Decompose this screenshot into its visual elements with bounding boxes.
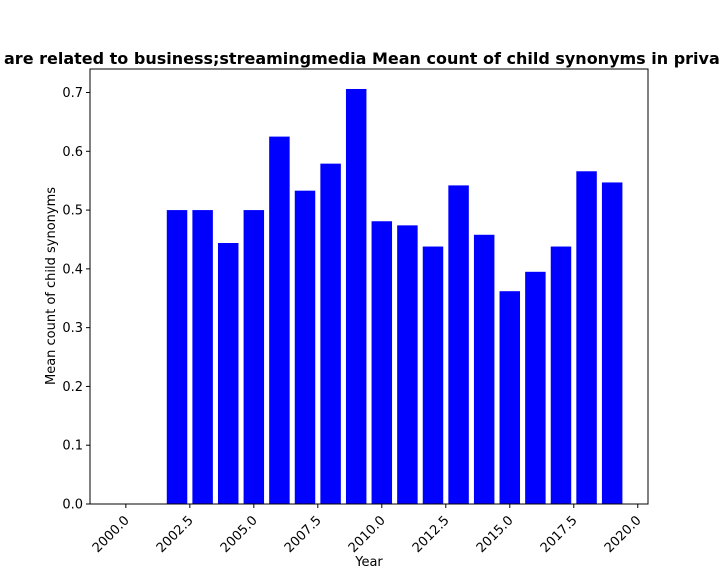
x-tick-label: 2017.5 [538,513,581,556]
bar-2002 [166,210,188,504]
bar-2006 [269,136,290,504]
bar-2012 [422,246,444,504]
plot-frame [89,68,649,505]
y-tick-label: 0.2 [62,380,83,395]
bar-2009 [345,88,367,505]
bar-2015 [499,291,521,504]
y-tick-label: 0.1 [62,439,83,454]
x-tick-label: 2012.5 [410,513,453,556]
y-axis-ticks: 0.0 0.1 0.2 0.3 0.4 0.5 0.6 0.7 [62,86,90,513]
y-tick-label: 0.3 [62,321,83,336]
bar-2019 [601,182,623,504]
x-tick-label: 2007.5 [282,513,325,556]
bar-2018 [576,171,597,504]
x-axis-label: Year [354,555,383,570]
bar-2007 [294,190,316,504]
bar-2017 [550,246,572,504]
bar-2016 [525,271,546,504]
bar-2008 [320,163,341,504]
y-tick-label: 0.6 [62,145,83,160]
bar-2005 [243,210,265,504]
x-axis-ticks: 2000.0 2002.5 2005.0 2007.5 2010.0 2012.5 2015… [90,504,645,556]
bar-2013 [448,185,469,504]
chart-title: are related to business;streamingmedia M… [4,49,720,68]
x-tick-label: 2002.5 [154,513,197,556]
bar-2010 [371,221,393,504]
bars-group [166,88,623,505]
x-tick-label: 2000.0 [90,513,133,556]
y-tick-label: 0.5 [62,204,83,219]
y-axis-label: Mean count of child synonyms [44,187,59,385]
bar-2011 [397,225,418,505]
x-tick-label: 2005.0 [218,513,261,556]
bar-2004 [217,243,239,504]
x-tick-label: 2015.0 [474,513,517,556]
y-tick-label: 0.0 [62,498,83,513]
y-tick-label: 0.7 [62,86,83,101]
bar-2003 [192,210,213,504]
x-tick-label: 2020.0 [602,513,645,556]
x-tick-label: 2010.0 [346,513,389,556]
y-tick-label: 0.4 [62,262,83,277]
axes-group [89,68,649,505]
bar-2014 [473,234,495,504]
